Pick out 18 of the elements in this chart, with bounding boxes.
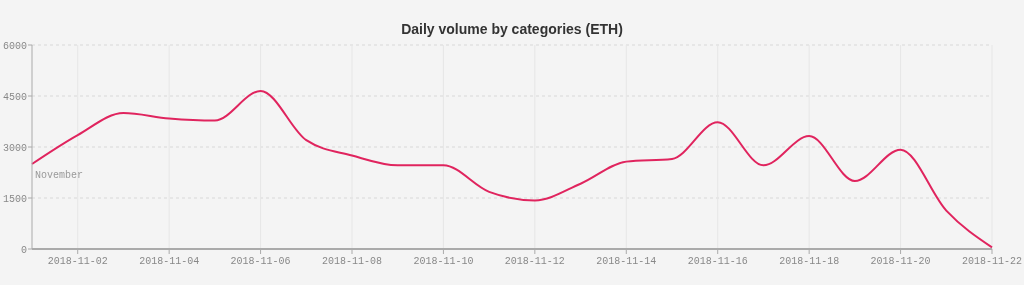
y-tick-label: 3000	[2, 142, 27, 154]
x-tick-label: 2018-11-20	[870, 256, 931, 267]
y-tick-label: 1500	[2, 193, 27, 205]
x-tick-label: 2018-11-08	[321, 256, 383, 267]
chart-title: Daily volume by categories (ETH)	[401, 21, 623, 37]
x-tick-label: 2018-11-02	[47, 256, 108, 267]
x-tick-label: 2018-11-16	[687, 256, 748, 267]
x-tick-label: 2018-11-04	[139, 256, 200, 267]
annotation: November	[35, 169, 84, 181]
x-tick-label: 2018-11-10	[413, 256, 474, 267]
x-tick-label: 2018-11-12	[504, 256, 565, 267]
y-tick-label: 4500	[2, 91, 27, 103]
y-tick-label: 6000	[2, 40, 27, 52]
x-tick-label: 2018-11-22	[961, 256, 1023, 267]
y-tick-label: 0	[20, 244, 27, 256]
x-tick-label: 2018-11-06	[230, 256, 291, 267]
x-tick-label: 2018-11-18	[779, 256, 840, 267]
x-tick-label: 2018-11-14	[596, 256, 657, 267]
